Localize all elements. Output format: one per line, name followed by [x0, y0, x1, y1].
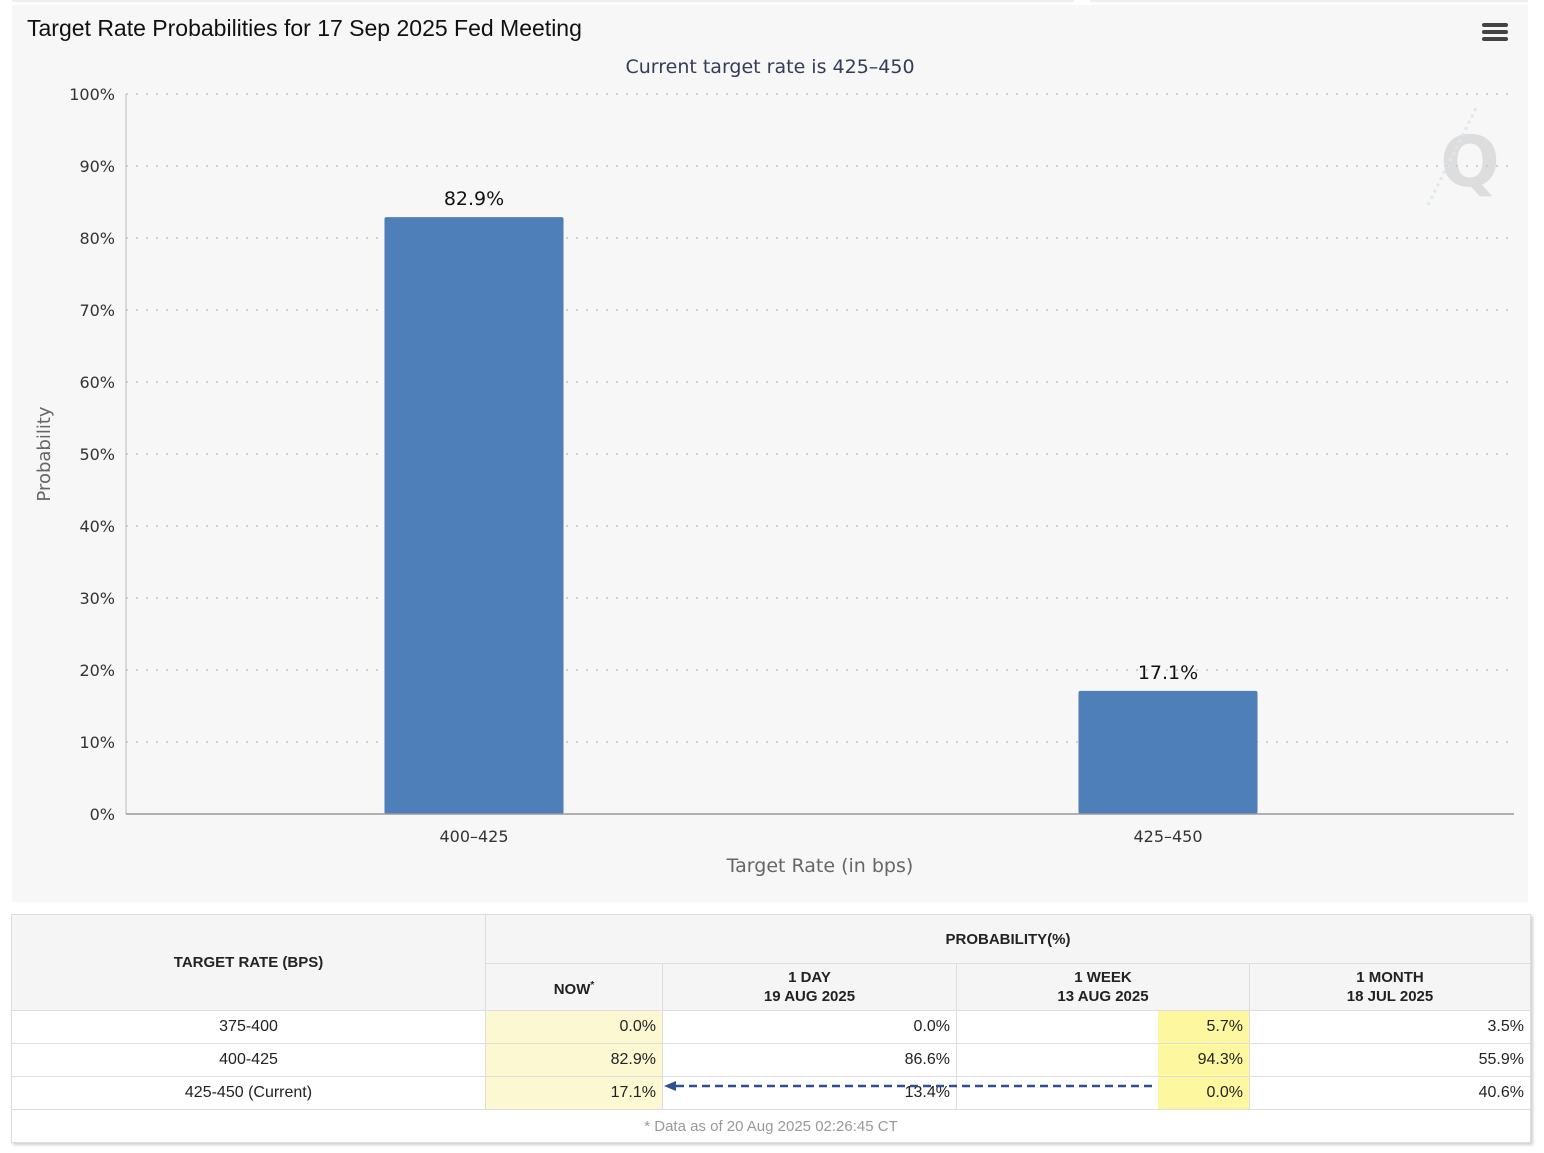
header-1day-date: 19 AUG 2025 [763, 988, 856, 1005]
chart-title: Target Rate Probabilities for 17 Sep 202… [27, 15, 582, 41]
y-tick-label: 10% [79, 733, 115, 752]
week-cell: 5.7% [1158, 1011, 1249, 1043]
watermark-letter: Q [1440, 121, 1500, 203]
header-1week: 1 WEEK 13 AUG 2025 [956, 963, 1250, 1011]
x-tick-label: 425–450 [1133, 827, 1202, 846]
y-tick-label: 0% [90, 805, 115, 824]
y-tick-label: 90% [79, 157, 115, 176]
header-1week-date: 13 AUG 2025 [1057, 988, 1149, 1005]
day-cell: 0.0% [662, 1010, 957, 1044]
table-row: 425-450 (Current) 17.1% 13.4% 0.0% 40.6% [11, 1076, 1531, 1110]
data-timestamp-note: * Data as of 20 Aug 2025 02:26:45 CT [11, 1109, 1531, 1143]
data-label: 17.1% [1138, 662, 1198, 684]
y-tick-label: 100% [69, 85, 115, 104]
now-cell: 0.0% [485, 1010, 663, 1044]
data-label: 82.9% [444, 188, 504, 210]
header-1day-label: 1 DAY [788, 969, 831, 986]
week-cell-wrap: 0.0% [956, 1076, 1250, 1110]
hamburger-icon-bar [1482, 30, 1508, 34]
chart-panel [12, 5, 1528, 902]
header-1month-date: 18 JUL 2025 [1346, 988, 1434, 1005]
day-cell: 86.6% [662, 1043, 957, 1077]
quikstrike-watermark-icon: Q [1426, 107, 1500, 206]
x-axis-label: Target Rate (in bps) [726, 855, 914, 877]
y-tick-label: 20% [79, 661, 115, 680]
hamburger-icon-bar [1482, 37, 1508, 41]
x-tick-labels: 400–425 425–450 [439, 827, 1202, 846]
week-cell: 0.0% [1158, 1077, 1249, 1109]
probability-table: TARGET RATE (BPS) PROBABILITY(%) NOW* 1 … [11, 914, 1531, 1143]
top-divider [1090, 0, 1528, 2]
header-1week-label: 1 WEEK [1074, 969, 1132, 986]
y-tick-labels: 0% 10% 20% 30% 40% 50% 60% 70% 80% 90% 100% [69, 85, 115, 824]
bar[interactable] [384, 217, 564, 814]
y-tick-label: 80% [79, 229, 115, 248]
y-tick-label: 50% [79, 445, 115, 464]
month-cell: 40.6% [1249, 1076, 1531, 1110]
y-tick-label: 70% [79, 301, 115, 320]
rate-cell: 375-400 [11, 1010, 486, 1044]
day-cell: 13.4% [662, 1076, 957, 1110]
header-now: NOW* [485, 963, 663, 1011]
header-1month-label: 1 MONTH [1356, 969, 1424, 986]
bar-chart: Q 0% 10% 20% 30% 40% 50% 60% 70% 80% 90% 100% 82.9… [34, 56, 1514, 877]
month-cell: 3.5% [1249, 1010, 1531, 1044]
y-tick-label: 30% [79, 589, 115, 608]
bar[interactable] [1078, 690, 1258, 814]
y-tick-label: 60% [79, 373, 115, 392]
header-now-mark: * [590, 979, 595, 991]
table-row: 400-425 82.9% 86.6% 94.3% 55.9% [11, 1043, 1531, 1077]
chart-subtitle: Current target rate is 425–450 [625, 56, 914, 78]
header-1month: 1 MONTH 18 JUL 2025 [1249, 963, 1531, 1011]
week-cell-wrap: 5.7% [956, 1010, 1250, 1044]
gridlines [126, 93, 1514, 743]
hamburger-icon-bar [1482, 23, 1508, 27]
chart-menu-button[interactable] [1478, 20, 1512, 50]
table-row: 375-400 0.0% 0.0% 5.7% 3.5% [11, 1010, 1531, 1044]
header-1day: 1 DAY 19 AUG 2025 [662, 963, 957, 1011]
y-axis-label: Probability [34, 406, 55, 501]
now-cell: 17.1% [485, 1076, 663, 1110]
now-cell: 82.9% [485, 1043, 663, 1077]
x-tick-label: 400–425 [439, 827, 508, 846]
rate-cell: 400-425 [11, 1043, 486, 1077]
header-target-rate: TARGET RATE (BPS) [11, 914, 486, 1011]
month-cell: 55.9% [1249, 1043, 1531, 1077]
week-cell: 94.3% [1158, 1044, 1249, 1076]
week-cell-wrap: 94.3% [956, 1043, 1250, 1077]
data-labels: 82.9% 17.1% [444, 188, 1198, 684]
header-now-label: NOW [553, 980, 591, 998]
header-probability: PROBABILITY(%) [485, 914, 1531, 964]
rate-cell: 425-450 (Current) [11, 1076, 486, 1110]
top-divider [12, 0, 1074, 2]
bars [384, 217, 1258, 814]
y-tick-label: 40% [79, 517, 115, 536]
